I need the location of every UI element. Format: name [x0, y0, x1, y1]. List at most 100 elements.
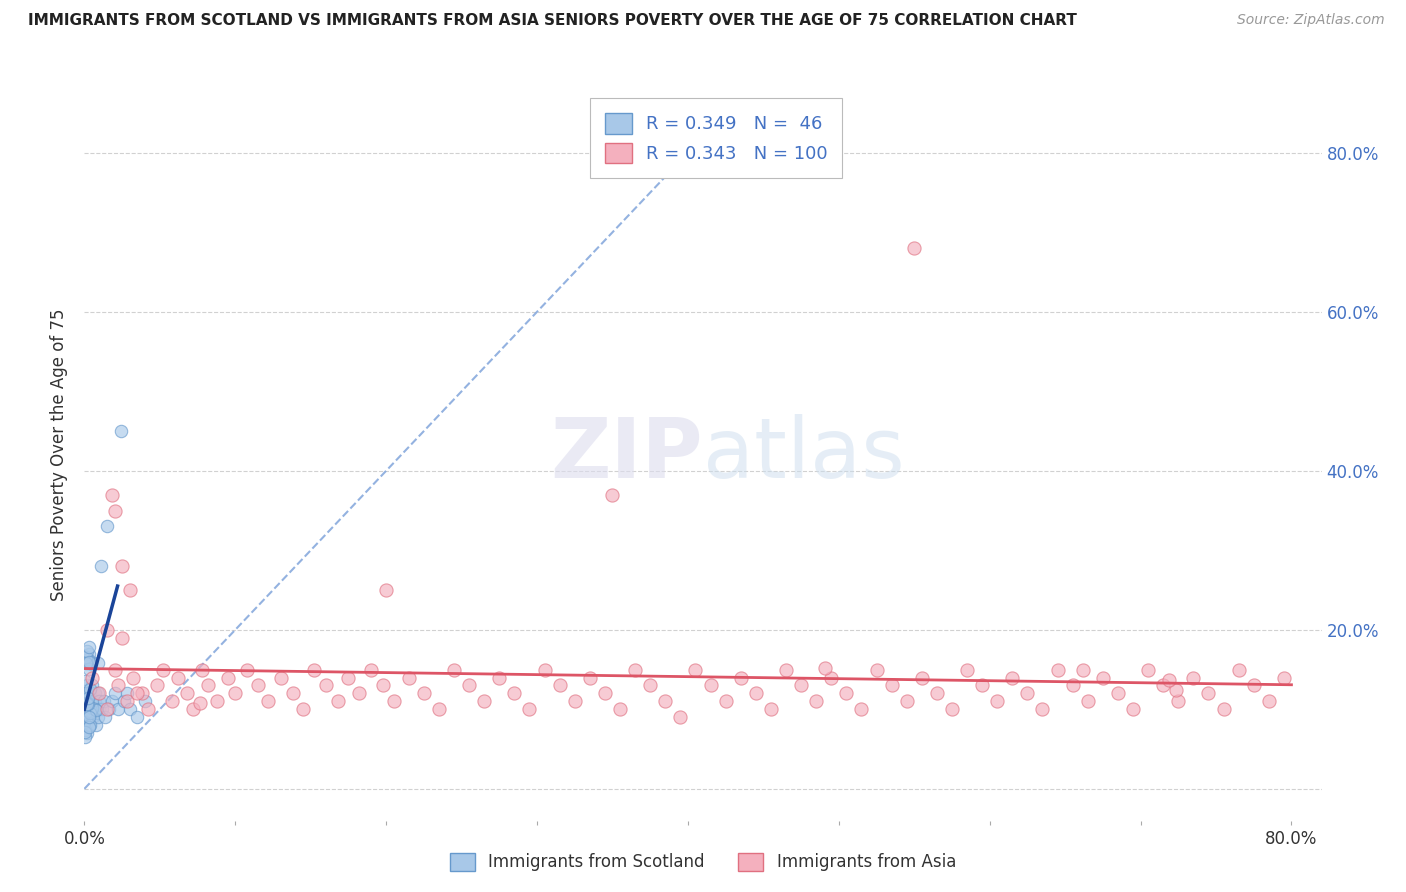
Point [956, 663, 979, 677]
Point [82, 694, 104, 708]
Point [1164, 683, 1187, 698]
Point [1077, 694, 1099, 708]
Point [115, 694, 138, 708]
Point [84, 703, 107, 717]
Point [96, 623, 118, 637]
Point [77, 697, 100, 711]
Point [79, 710, 101, 724]
Point [160, 694, 183, 708]
Point [77, 640, 100, 654]
Point [127, 710, 149, 724]
Point [1122, 702, 1144, 716]
Point [90, 559, 112, 574]
Point [224, 686, 246, 700]
Point [191, 663, 214, 677]
Point [73, 674, 96, 689]
Point [75, 706, 97, 720]
Point [93, 694, 115, 708]
Point [103, 686, 125, 700]
Point [73, 725, 96, 739]
Point [103, 503, 125, 517]
Point [1017, 686, 1039, 700]
Point [77, 686, 100, 700]
Point [337, 671, 360, 685]
Point [804, 694, 827, 708]
Point [89, 702, 111, 716]
Point [503, 686, 526, 700]
Point [602, 488, 624, 502]
Point [745, 686, 768, 700]
Point [533, 663, 555, 677]
Point [80, 671, 103, 685]
Point [972, 678, 994, 692]
Point [1257, 694, 1279, 708]
Point [398, 671, 420, 685]
Point [103, 663, 125, 677]
Point [412, 686, 434, 700]
Point [76, 702, 98, 716]
Point [371, 678, 394, 692]
Point [87, 686, 110, 700]
Point [79, 718, 101, 732]
Point [1137, 663, 1160, 677]
Point [76, 694, 98, 708]
Point [79, 704, 101, 718]
Point [80, 710, 103, 724]
Point [111, 559, 134, 574]
Point [75, 702, 97, 716]
Point [835, 686, 858, 700]
Point [593, 686, 616, 700]
Point [80, 657, 103, 672]
Y-axis label: Seniors Poverty Over the Age of 75: Seniors Poverty Over the Age of 75 [51, 309, 69, 601]
Point [217, 671, 239, 685]
Point [79, 720, 101, 734]
Point [76, 698, 98, 712]
Point [121, 671, 143, 685]
Point [77, 694, 100, 708]
Point [1031, 702, 1053, 716]
Point [1152, 678, 1174, 692]
Point [654, 694, 676, 708]
Point [281, 686, 304, 700]
Point [443, 663, 465, 677]
Point [75, 649, 97, 664]
Point [84, 702, 107, 716]
Point [699, 678, 721, 692]
Point [986, 694, 1008, 708]
Point [236, 663, 259, 677]
Point [82, 702, 104, 716]
Point [96, 519, 118, 533]
Point [1272, 671, 1295, 685]
Point [79, 694, 101, 708]
Point [77, 710, 100, 724]
Point [1071, 663, 1094, 677]
Point [302, 663, 325, 677]
Point [79, 706, 101, 720]
Point [76, 652, 98, 666]
Point [292, 702, 315, 716]
Point [76, 656, 98, 670]
Point [76, 690, 98, 705]
Point [714, 694, 737, 708]
Point [790, 678, 813, 692]
Point [77, 648, 100, 662]
Point [903, 241, 925, 255]
Point [851, 702, 873, 716]
Point [579, 671, 602, 685]
Point [94, 710, 117, 724]
Point [1157, 673, 1180, 688]
Point [77, 702, 100, 716]
Point [77, 710, 100, 724]
Point [91, 702, 114, 716]
Text: ZIP: ZIP [551, 415, 703, 495]
Point [564, 694, 586, 708]
Point [115, 686, 138, 700]
Point [375, 583, 398, 598]
Point [814, 661, 837, 675]
Point [1107, 686, 1129, 700]
Point [80, 678, 103, 692]
Text: atlas: atlas [703, 415, 904, 495]
Point [89, 694, 111, 708]
Point [107, 678, 129, 692]
Point [84, 686, 107, 700]
